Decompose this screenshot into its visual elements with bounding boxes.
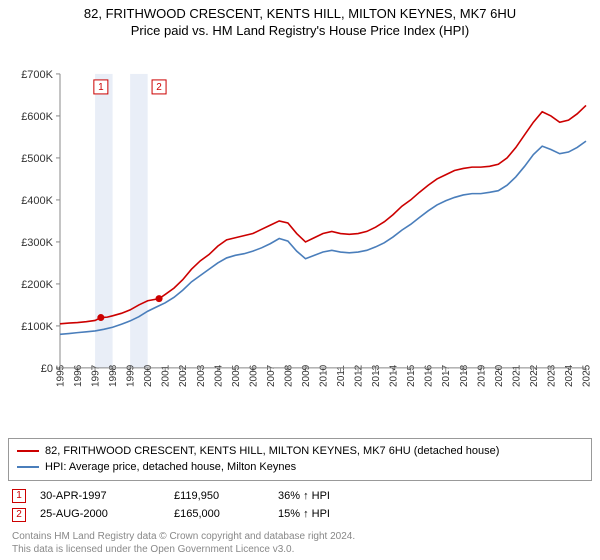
sale-date: 25-AUG-2000	[40, 505, 160, 524]
y-tick-label: £600K	[21, 111, 53, 123]
sale-price: £165,000	[174, 505, 264, 524]
sale-row: 1 30-APR-1997 £119,950 36% ↑ HPI	[8, 487, 592, 506]
sales-table: 1 30-APR-1997 £119,950 36% ↑ HPI 2 25-AUG-200…	[8, 487, 592, 524]
title-subtitle: Price paid vs. HM Land Registry's House …	[8, 23, 592, 40]
sale-point	[156, 295, 163, 302]
shaded-band	[130, 74, 148, 368]
legend: 82, FRITHWOOD CRESCENT, KENTS HILL, MILT…	[8, 438, 592, 481]
legend-label: HPI: Average price, detached house, Milt…	[45, 459, 296, 476]
sale-marker: 1	[12, 489, 26, 503]
sale-marker-num: 1	[98, 82, 104, 93]
legend-item: 82, FRITHWOOD CRESCENT, KENTS HILL, MILT…	[17, 443, 583, 460]
y-tick-label: £100K	[21, 321, 53, 333]
sale-point	[97, 314, 104, 321]
footnote-line: Contains HM Land Registry data © Crown c…	[12, 530, 592, 543]
sale-marker-num: 2	[156, 82, 162, 93]
y-tick-label: £700K	[21, 69, 53, 81]
legend-item: HPI: Average price, detached house, Milt…	[17, 459, 583, 476]
legend-swatch	[17, 466, 39, 468]
sale-price: £119,950	[174, 487, 264, 506]
title-address: 82, FRITHWOOD CRESCENT, KENTS HILL, MILT…	[8, 6, 592, 23]
sale-hpi-diff: 36% ↑ HPI	[278, 487, 368, 506]
y-tick-label: £400K	[21, 195, 53, 207]
footnote: Contains HM Land Registry data © Crown c…	[8, 530, 592, 556]
chart-title: 82, FRITHWOOD CRESCENT, KENTS HILL, MILT…	[8, 6, 592, 40]
chart-area: £0£100K£200K£300K£400K£500K£600K£700K199…	[8, 44, 592, 432]
shaded-band	[95, 74, 113, 368]
legend-label: 82, FRITHWOOD CRESCENT, KENTS HILL, MILT…	[45, 443, 499, 460]
line-chart: £0£100K£200K£300K£400K£500K£600K£700K199…	[8, 44, 592, 432]
sale-marker: 2	[12, 508, 26, 522]
y-tick-label: £0	[41, 363, 53, 375]
legend-swatch	[17, 450, 39, 452]
y-tick-label: £500K	[21, 153, 53, 165]
sale-row: 2 25-AUG-2000 £165,000 15% ↑ HPI	[8, 505, 592, 524]
y-tick-label: £200K	[21, 279, 53, 291]
sale-date: 30-APR-1997	[40, 487, 160, 506]
y-tick-label: £300K	[21, 237, 53, 249]
sale-hpi-diff: 15% ↑ HPI	[278, 505, 368, 524]
footnote-line: This data is licensed under the Open Gov…	[12, 543, 592, 556]
